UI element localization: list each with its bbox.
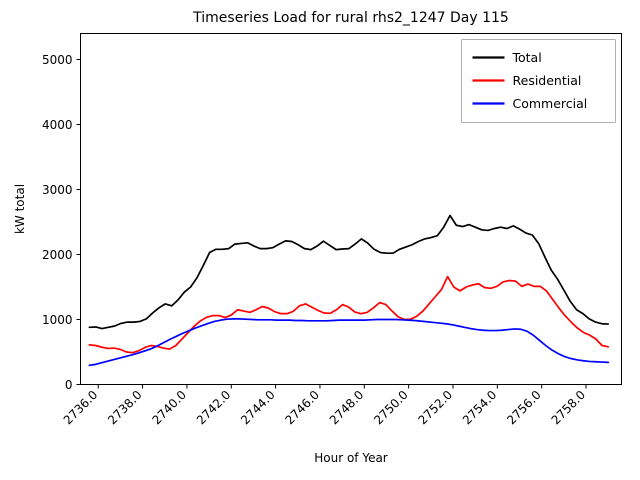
y-tick-label: 0 xyxy=(65,378,73,392)
x-tick-label: 2748.0 xyxy=(327,388,367,428)
x-tick-label: 2756.0 xyxy=(504,388,544,428)
y-tick-label: 4000 xyxy=(42,118,73,132)
series-line-total xyxy=(88,214,610,330)
x-tick-label: 2740.0 xyxy=(149,388,189,428)
y-tick-label: 3000 xyxy=(42,183,73,197)
x-axis-label: Hour of Year xyxy=(314,451,388,465)
x-tick-label: 2742.0 xyxy=(194,388,234,428)
x-tick-label: 2736.0 xyxy=(61,388,101,428)
plot-area-border xyxy=(80,33,622,385)
data-series-group xyxy=(88,214,610,367)
x-tick-label: 2754.0 xyxy=(460,388,500,428)
x-tick-label: 2746.0 xyxy=(282,388,322,428)
legend-label-residential: Residential xyxy=(513,73,582,88)
legend-label-total: Total xyxy=(512,50,542,65)
legend-box xyxy=(461,39,616,123)
x-tick-label: 2752.0 xyxy=(416,388,456,428)
x-tick-label: 2750.0 xyxy=(371,388,411,428)
y-tick-label: 1000 xyxy=(42,313,73,327)
legend-label-commercial: Commercial xyxy=(513,96,588,111)
x-tick-label: 2744.0 xyxy=(238,388,278,428)
x-axis-ticks: 2736.0 2738.0 2740.0 2742.0 2744.0 2746.0 2748… xyxy=(61,384,589,428)
chart-legend: Total Residential Commercial xyxy=(461,39,616,123)
y-axis-ticks: 0 1000 2000 3000 4000 5000 xyxy=(42,53,81,392)
y-axis-label: kW total xyxy=(13,184,27,234)
chart-title: Timeseries Load for rural rhs2_1247 Day … xyxy=(192,10,509,26)
series-line-residential xyxy=(88,275,610,354)
series-line-commercial xyxy=(88,318,610,367)
x-tick-label: 2758.0 xyxy=(549,388,589,428)
y-tick-label: 5000 xyxy=(42,53,73,67)
y-tick-label: 2000 xyxy=(42,248,73,262)
x-tick-label: 2738.0 xyxy=(105,388,145,428)
